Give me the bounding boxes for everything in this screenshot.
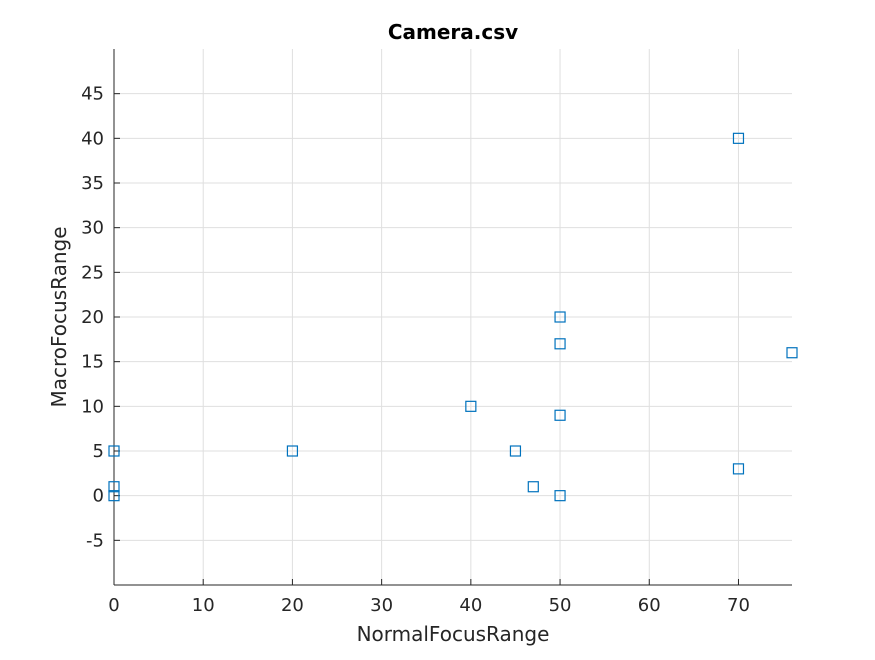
data-point	[527, 481, 539, 493]
x-tick-label: 0	[108, 595, 119, 616]
data-points	[108, 132, 798, 502]
y-tick-label: 30	[81, 218, 104, 239]
x-tick-label: 30	[370, 595, 393, 616]
y-tick-label: 40	[81, 128, 104, 149]
data-point	[108, 481, 120, 493]
y-tick-label: 15	[81, 352, 104, 373]
y-tick-label: 0	[93, 486, 104, 507]
data-point	[108, 490, 120, 502]
y-tick-label: 25	[81, 262, 104, 283]
x-tick-label: 70	[727, 595, 750, 616]
chart-title: Camera.csv	[388, 20, 518, 44]
y-axis-label: MacroFocusRange	[47, 226, 71, 407]
y-tick-label: 45	[81, 84, 104, 105]
y-tick-label: 35	[81, 173, 104, 194]
x-tick-label: 50	[549, 595, 572, 616]
y-tick-label: 20	[81, 307, 104, 328]
x-tick-label: 10	[192, 595, 215, 616]
data-point	[509, 445, 522, 457]
data-point	[465, 400, 477, 412]
x-tick-label: 60	[638, 595, 661, 616]
data-point	[554, 311, 566, 323]
tick-labels: 0 10 20 30 40 50 60 70 -5 0 5 10 15 20 25 30 35 40 45	[81, 84, 750, 616]
x-axis-label: NormalFocusRange	[357, 622, 550, 646]
x-tick-label: 40	[459, 595, 482, 616]
data-point	[554, 338, 566, 350]
data-point	[554, 409, 566, 421]
y-tick-label: 10	[81, 396, 104, 417]
x-tick-label: 20	[281, 595, 304, 616]
data-point	[554, 490, 566, 502]
y-tick-label: -5	[86, 530, 104, 551]
data-point	[108, 445, 120, 457]
axes	[113, 49, 792, 586]
data-point	[732, 463, 745, 475]
grid	[114, 49, 792, 585]
y-tick-label: 5	[93, 441, 104, 462]
data-point	[786, 347, 798, 359]
data-point	[286, 445, 299, 457]
data-point	[732, 132, 745, 144]
